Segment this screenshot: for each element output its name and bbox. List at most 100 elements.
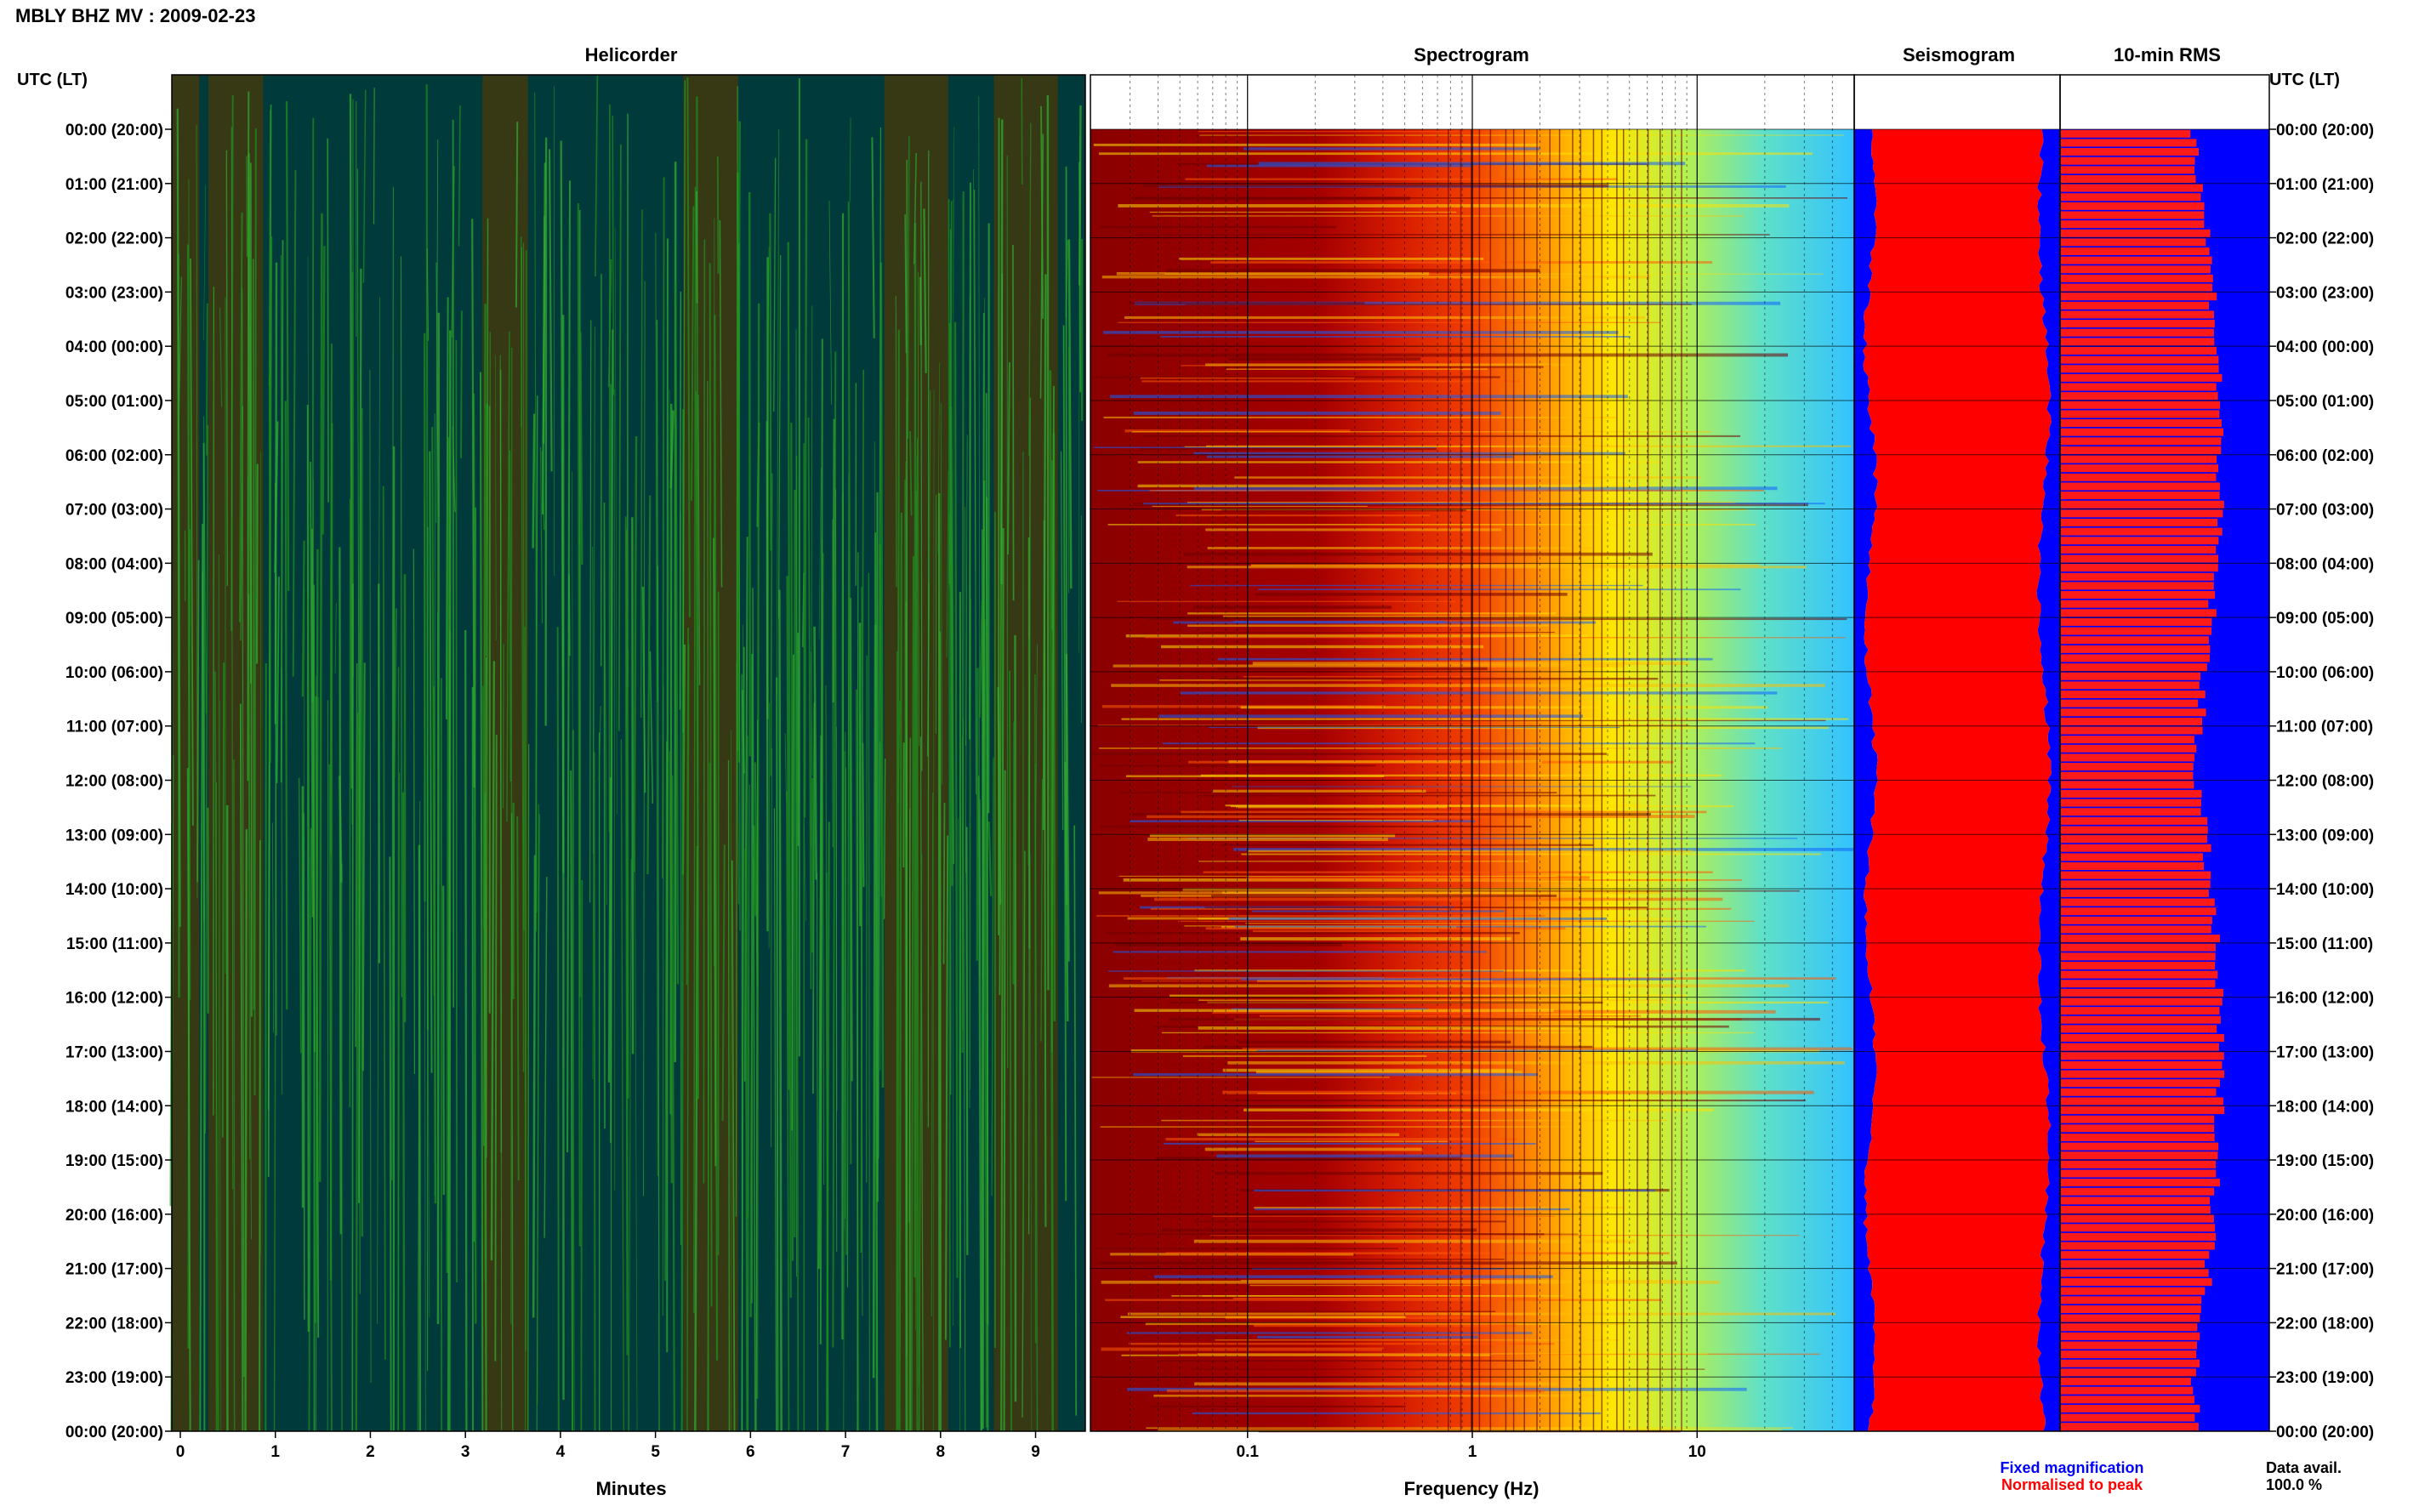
helicorder-trace: [1007, 362, 1010, 554]
spectrogram-row: [1243, 1108, 1714, 1111]
spectrogram-row: [1091, 376, 1500, 378]
hour-label-left: 09:00 (05:00): [65, 610, 163, 628]
rms-bar: [2060, 419, 2222, 428]
rms-bar: [2060, 663, 2207, 672]
spectrogram-row: [1158, 1429, 1782, 1432]
helicorder-trace: [532, 413, 536, 549]
spectrogram-row: [1130, 820, 1476, 823]
hour-label-left: 13:00 (09:00): [65, 827, 163, 844]
spectrogram-row: [1142, 184, 1609, 188]
helicorder-trace: [915, 491, 919, 1432]
spectrogram-row: [1222, 615, 1519, 617]
hour-label-right: 06:00 (02:00): [2276, 447, 2374, 465]
spectrogram-row: [1098, 225, 1336, 229]
rms-bar: [2060, 184, 2203, 192]
spectrogram-row: [1256, 1049, 1698, 1052]
spectrogram-row: [1221, 844, 1594, 846]
spectrogram-row: [1117, 600, 1456, 602]
helicorder-trace: [204, 425, 209, 1134]
spectrogram-row: [1228, 759, 1542, 764]
helicorder-trace: [965, 827, 969, 1255]
hour-label-right: 00:00 (20:00): [2276, 1424, 2374, 1441]
rms-bar: [2060, 889, 2209, 897]
helicorder-trace: [626, 530, 629, 1099]
spectrogram-row: [1137, 461, 1661, 463]
helicorder-trace: [649, 651, 654, 804]
helicorder-trace: [253, 259, 255, 1010]
spectrogram-row: [1221, 509, 1466, 512]
helicorder-trace: [506, 331, 510, 822]
hour-label-left: 15:00 (11:00): [66, 935, 163, 953]
helicorder-trace: [592, 327, 596, 1079]
helicorder-trace: [382, 486, 386, 1360]
helicorder-trace: [944, 835, 949, 1340]
helicorder-trace: [883, 759, 886, 919]
helicorder-trace: [612, 116, 615, 395]
helicorder-trace: [932, 389, 935, 1432]
helicorder-trace: [349, 94, 354, 789]
spectrogram-row: [1208, 726, 1620, 729]
helicorder-trace: [499, 355, 503, 1432]
helicorder-trace: [231, 127, 234, 1190]
rms-bar: [2060, 736, 2194, 744]
helicorder-trace: [871, 137, 875, 338]
helicorder-trace: [818, 467, 822, 639]
spectrogram-rows: [1091, 130, 1854, 1433]
spectrogram-row: [1255, 1208, 1570, 1211]
spectrogram-row: [1228, 917, 1608, 920]
spectrogram-row: [1125, 634, 1588, 638]
spectrogram-row: [1240, 937, 1511, 941]
spectrogram-row: [1101, 276, 1651, 279]
rms-bar: [2060, 328, 2214, 337]
rms-bar: [2060, 1269, 2209, 1277]
seismogram-title: Seismogram: [1903, 44, 2015, 65]
helicorder-trace: [917, 271, 919, 747]
rms-bar: [2060, 600, 2209, 608]
rms-bar: [2060, 1251, 2210, 1259]
helicorder-trace: [620, 739, 624, 1432]
helicorder-trace: [671, 775, 675, 1432]
spectrogram-row: [1211, 894, 1557, 897]
helicorder-trace: [426, 248, 430, 341]
hour-label-right: 20:00 (16:00): [2276, 1207, 2374, 1225]
spectrogram-row: [1206, 164, 1473, 168]
spectrogram-row: [1183, 552, 1653, 556]
spectrogram-row: [1232, 1298, 1539, 1299]
helicorder-trace: [773, 157, 777, 412]
helicorder-trace: [607, 777, 612, 1083]
rms-bar: [2060, 853, 2203, 861]
helicorder-trace: [940, 403, 943, 785]
rms-bar: [2060, 708, 2206, 717]
spectrogram-row: [1114, 943, 1342, 946]
rms-bar: [2060, 572, 2214, 581]
helicorder-trace: [509, 450, 512, 782]
rms-bar: [2060, 1278, 2212, 1287]
spectrogram-row: [1206, 455, 1514, 458]
helicorder-trace: [306, 404, 310, 1332]
spectrogram-row: [1146, 815, 1695, 818]
rms-bar: [2060, 518, 2218, 527]
helicorder-trace: [535, 628, 538, 932]
right-axis-title: UTC (LT): [2269, 71, 2340, 89]
rms-bar: [2060, 1115, 2215, 1123]
hour-label-left: 10:00 (06:00): [65, 664, 163, 682]
helicorder-trace: [1079, 162, 1082, 393]
spectrogram-row: [1113, 951, 1488, 953]
hour-label-left: 11:00 (07:00): [66, 719, 163, 736]
helicorder-trace: [965, 435, 968, 873]
spectrogram-row: [1205, 927, 1566, 930]
hour-label-right: 15:00 (11:00): [2276, 935, 2373, 953]
minute-tick-label: 7: [841, 1443, 851, 1461]
rms-bar: [2060, 582, 2214, 590]
spectrogram-row: [1212, 1215, 1555, 1217]
helicorder-trace: [666, 238, 669, 1352]
rms-bar: [2060, 274, 2213, 282]
spectrogram-row: [1256, 1335, 1478, 1339]
hour-label-right: 13:00 (09:00): [2276, 827, 2374, 844]
hour-label-left: 08:00 (04:00): [65, 555, 163, 573]
rms-bar: [2060, 1206, 2211, 1214]
helicorder-trace: [691, 206, 695, 501]
helicorder-trace: [977, 776, 982, 1432]
rms-bar: [2060, 464, 2219, 473]
helicorder-trace: [766, 421, 769, 932]
